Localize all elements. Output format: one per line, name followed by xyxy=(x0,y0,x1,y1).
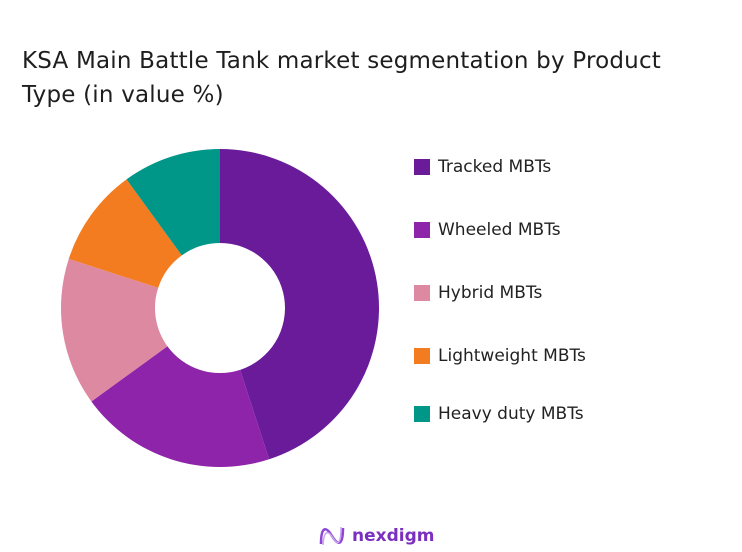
chart-title: KSA Main Battle Tank market segmentation… xyxy=(22,48,662,108)
legend-swatch xyxy=(414,222,430,238)
legend-label: Hybrid MBTs xyxy=(438,283,543,303)
legend-item: Tracked MBTs xyxy=(414,157,551,177)
logo-text: nexdigm xyxy=(352,526,435,546)
legend-label: Heavy duty MBTs xyxy=(438,404,584,424)
legend-swatch xyxy=(414,159,430,175)
logo-icon xyxy=(319,526,345,546)
legend-item: Hybrid MBTs xyxy=(414,283,542,303)
legend-label: Wheeled MBTs xyxy=(438,220,561,240)
nexdigm-logo: nexdigm xyxy=(318,524,434,548)
legend-item: Wheeled MBTs xyxy=(414,220,561,240)
donut-slice-heavy-duty-mbts xyxy=(126,149,220,256)
donut-slice-tracked-mbts xyxy=(220,149,379,460)
legend-label: Tracked MBTs xyxy=(438,157,552,177)
donut-slice-lightweight-mbts xyxy=(68,179,182,288)
legend-item: Lightweight MBTs xyxy=(414,346,586,366)
legend-item: Heavy duty MBTs xyxy=(414,404,584,424)
legend-label: Lightweight MBTs xyxy=(438,346,586,366)
donut-slice-wheeled-mbts xyxy=(91,346,270,467)
legend-swatch xyxy=(414,285,430,301)
legend-swatch xyxy=(414,406,430,422)
legend-swatch xyxy=(414,348,430,364)
donut-slice-hybrid-mbts xyxy=(60,258,168,402)
